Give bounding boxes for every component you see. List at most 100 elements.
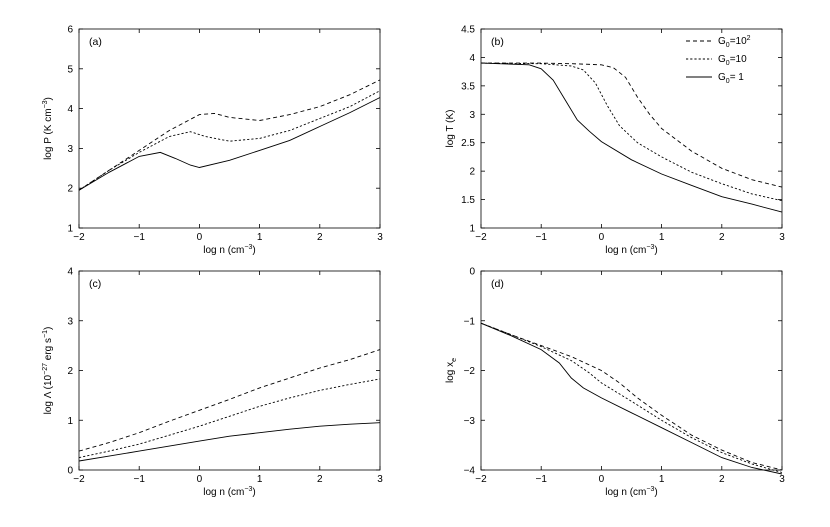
x-tick-label: 0 <box>197 232 203 243</box>
legend-label: G0=10 <box>718 54 747 67</box>
legend-label-prefix: G <box>718 54 726 65</box>
y-tick-label: 0 <box>67 466 73 477</box>
y-tick-label: 0 <box>469 267 475 278</box>
legend-label-sub: 0 <box>726 42 730 49</box>
x-axis-label-end: ) <box>654 245 657 256</box>
plot-frame <box>78 28 381 229</box>
x-axis-label: log n (cm−3) <box>203 486 255 498</box>
y-tick-label: 3 <box>469 110 475 121</box>
y-tick-label: 4 <box>67 104 73 115</box>
y-tick-label: −4 <box>464 466 476 477</box>
y-tick-label: −2 <box>464 366 476 377</box>
y-axis-label-text: log T (K) <box>445 110 456 148</box>
legend-label: G0= 1 <box>718 72 744 85</box>
panel-label: (a) <box>89 36 102 48</box>
x-tick-label: 3 <box>377 232 383 243</box>
series-line-dash <box>481 62 783 188</box>
legend-label-text: = 1 <box>730 72 745 83</box>
y-tick-label: 3.5 <box>461 81 475 92</box>
x-tick-label: −1 <box>535 474 547 485</box>
y-axis-label: log Λ (10−27 erg s−1) <box>42 327 54 415</box>
x-axis-label-sup: −3 <box>244 244 252 251</box>
y-tick-label: −3 <box>464 416 476 427</box>
y-tick-label: 3 <box>67 316 73 327</box>
series-line-dot <box>480 322 783 473</box>
y-tick-label: 4 <box>67 267 73 278</box>
x-axis-label: log n (cm−3) <box>605 244 657 256</box>
legend-label-text: =10 <box>730 54 747 65</box>
x-axis-label: log n (cm−3) <box>605 486 657 498</box>
y-tick-label: 6 <box>67 25 73 36</box>
series-line-dash <box>78 79 381 191</box>
x-tick-label: 3 <box>779 232 785 243</box>
x-axis-label-text: log n (cm <box>203 245 244 256</box>
x-axis-label-text: log n (cm <box>203 487 244 498</box>
x-axis-label-sup: −3 <box>244 486 252 493</box>
y-tick-label: 2 <box>67 366 73 377</box>
y-axis-label-end: erg s <box>43 338 54 363</box>
x-tick-label: −1 <box>535 232 547 243</box>
y-tick-label: 1 <box>67 224 73 235</box>
y-axis-label: log xe <box>445 358 458 383</box>
x-tick-label: −2 <box>475 232 487 243</box>
y-axis-label-sup: −3 <box>42 100 49 108</box>
series-line-solid <box>78 422 381 462</box>
y-tick-label: 2.5 <box>461 138 475 149</box>
series-line-solid <box>480 62 783 213</box>
y-tick-label: 4 <box>469 53 475 64</box>
series-line-solid <box>78 97 381 191</box>
x-tick-label: 1 <box>257 474 263 485</box>
x-tick-label: 1 <box>659 232 665 243</box>
y-tick-label: 3 <box>67 144 73 155</box>
y-axis-label-sub: e <box>451 358 458 362</box>
y-tick-label: 1 <box>469 224 475 235</box>
y-axis-label-text: log x <box>445 362 456 383</box>
x-tick-label: 1 <box>257 232 263 243</box>
y-axis-label-end2: ) <box>43 327 54 330</box>
y-axis-label: log P (K cm−3) <box>42 97 54 160</box>
plot-frame <box>480 28 783 229</box>
y-tick-label: 4.5 <box>461 25 475 36</box>
legend-label-sup: 2 <box>747 35 751 42</box>
x-tick-label: 0 <box>599 474 605 485</box>
panel-label: (d) <box>491 278 504 290</box>
legend-label-prefix: G <box>718 36 726 47</box>
y-axis-label: log T (K) <box>445 110 456 148</box>
y-axis-label-text: log Λ (10 <box>43 374 54 414</box>
x-tick-label: 3 <box>779 474 785 485</box>
y-tick-label: 1 <box>67 416 73 427</box>
legend-label-sub: 0 <box>726 60 730 67</box>
x-tick-label: 3 <box>377 474 383 485</box>
plot-frame <box>480 270 783 471</box>
panel-label: (c) <box>89 278 101 290</box>
series-line-dot <box>78 378 381 459</box>
series-line-solid <box>480 322 783 475</box>
x-tick-label: −2 <box>73 474 85 485</box>
y-axis-label-sup2: −1 <box>42 330 49 338</box>
x-tick-label: −1 <box>133 232 145 243</box>
y-tick-label: 2 <box>469 167 475 178</box>
x-tick-label: −2 <box>73 232 85 243</box>
legend-label-prefix: G <box>718 72 726 83</box>
x-tick-label: 1 <box>659 474 665 485</box>
x-axis-label: log n (cm−3) <box>203 244 255 256</box>
series-line-dot <box>480 62 783 202</box>
legend-label: G0=102 <box>718 35 751 49</box>
y-axis-label-end: ) <box>43 97 54 100</box>
x-axis-label-end: ) <box>252 487 255 498</box>
x-axis-label-end: ) <box>252 245 255 256</box>
series-line-dash <box>480 322 783 471</box>
x-tick-label: 0 <box>197 474 203 485</box>
x-axis-label-text: log n (cm <box>605 487 646 498</box>
x-axis-label-text: log n (cm <box>605 245 646 256</box>
x-axis-label-sup: −3 <box>646 244 654 251</box>
x-axis-label-end: ) <box>654 487 657 498</box>
x-tick-label: 2 <box>317 474 323 485</box>
x-axis-label-sup: −3 <box>646 486 654 493</box>
series-line-dash <box>78 349 381 452</box>
legend-label-sub: 0 <box>726 78 730 85</box>
